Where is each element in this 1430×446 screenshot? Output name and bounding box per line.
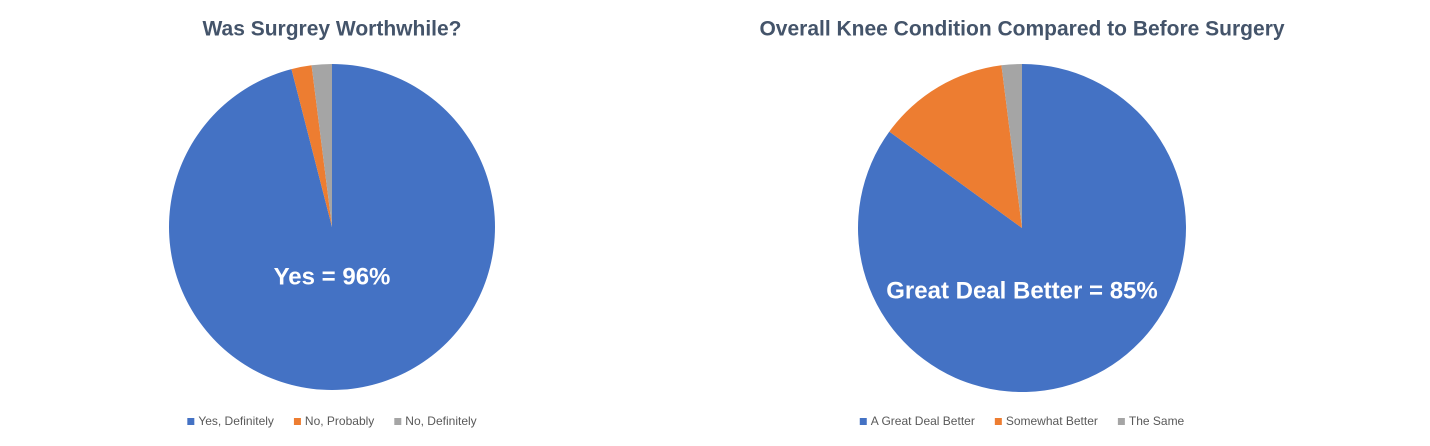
annotation: Yes = 96% bbox=[274, 263, 391, 290]
legend-label: The Same bbox=[1129, 414, 1185, 428]
chart-title: Was Surgrey Worthwhile? bbox=[202, 18, 461, 41]
legend-label: Somewhat Better bbox=[1006, 414, 1098, 428]
annotation: Great Deal Better = 85% bbox=[886, 277, 1157, 304]
pie-slice bbox=[291, 65, 332, 227]
legend-swatch bbox=[293, 418, 301, 425]
legend-swatch bbox=[1117, 418, 1125, 425]
legend-label: Yes, Definitely bbox=[198, 414, 274, 428]
pie-slice bbox=[311, 64, 332, 227]
legend-label: A Great Deal Better bbox=[871, 414, 975, 428]
pie-slice bbox=[858, 64, 1186, 393]
legend-label: No, Definitely bbox=[405, 414, 476, 428]
chart-title: Overall Knee Condition Compared to Befor… bbox=[759, 18, 1284, 41]
legend-swatch bbox=[994, 418, 1002, 425]
pie-slice bbox=[1001, 64, 1022, 228]
legend-label: No, Probably bbox=[305, 414, 374, 428]
legend-swatch bbox=[187, 418, 195, 425]
pie-slice bbox=[889, 65, 1022, 229]
legend-swatch bbox=[859, 418, 867, 425]
legend-swatch bbox=[394, 418, 402, 425]
pie-slice bbox=[168, 64, 495, 390]
